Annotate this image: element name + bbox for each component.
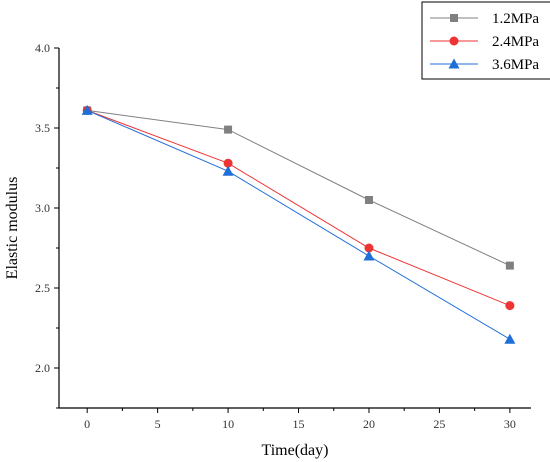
legend-item: 2.4MPa <box>430 34 539 50</box>
data-point <box>223 158 233 168</box>
data-point <box>504 333 516 344</box>
y-tick-label: 2.5 <box>35 281 50 295</box>
x-tick-label: 30 <box>504 417 516 431</box>
y-tick-label: 4.0 <box>35 41 50 55</box>
data-point <box>363 250 375 261</box>
y-tick-label: 3.0 <box>35 201 50 215</box>
y-axis: 2.0 2.5 3.0 3.5 4.0 <box>35 41 59 409</box>
series-line <box>86 109 511 340</box>
legend-marker <box>448 58 460 69</box>
legend-item: 1.2MPa <box>430 11 539 27</box>
legend-label: 3.6MPa <box>492 57 539 73</box>
data-point <box>505 301 515 311</box>
data-point <box>505 261 514 270</box>
data-point <box>224 125 233 134</box>
y-axis-title: Elastic modulus <box>4 177 21 280</box>
data-point <box>222 165 234 176</box>
x-tick-label: 5 <box>155 417 161 431</box>
x-tick-label: 0 <box>84 417 90 431</box>
y-tick-label: 2.0 <box>35 361 50 375</box>
data-point <box>81 104 93 115</box>
series-line <box>87 109 511 267</box>
series-1 <box>83 106 514 270</box>
legend-label: 1.2MPa <box>492 11 539 27</box>
legend-marker <box>449 36 459 46</box>
data-point <box>364 196 373 204</box>
y-tick-label: 3.5 <box>35 121 50 135</box>
x-tick-label: 15 <box>293 417 305 431</box>
x-axis: 0 5 10 15 20 25 30 <box>84 408 516 431</box>
series-3 <box>81 104 516 344</box>
x-tick-label: 10 <box>222 417 234 431</box>
legend: 1.2MPa 2.4MPa 3.6MPa <box>421 1 550 80</box>
plot-frame <box>58 48 531 409</box>
series-line <box>87 109 511 307</box>
series-layer <box>81 104 516 344</box>
x-tick-label: 20 <box>363 417 375 431</box>
legend-item: 3.6MPa <box>430 57 539 73</box>
data-point <box>364 243 374 253</box>
x-tick-label: 25 <box>433 417 445 431</box>
legend-label: 2.4MPa <box>492 34 539 50</box>
legend-marker <box>450 14 458 22</box>
x-axis-title: Time(day) <box>262 442 329 459</box>
